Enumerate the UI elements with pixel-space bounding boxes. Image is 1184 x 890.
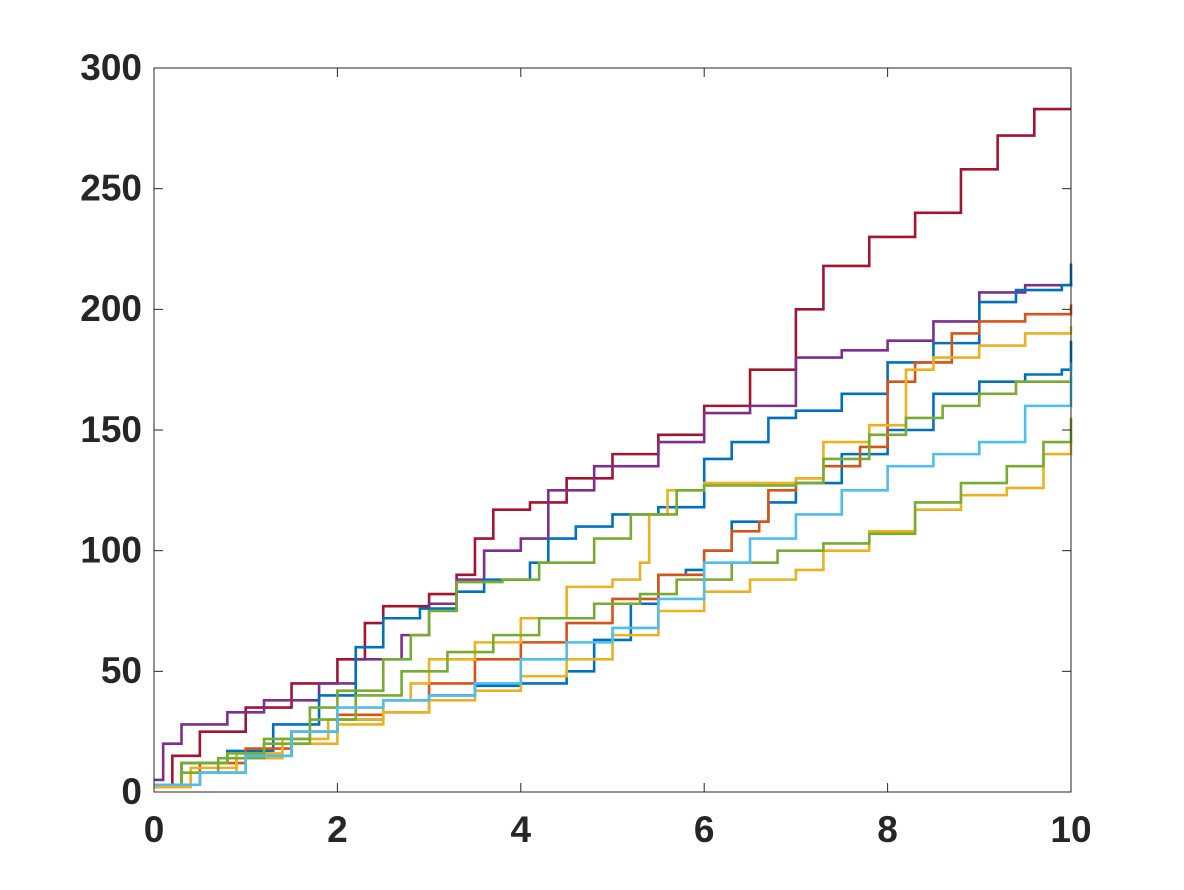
y-tick-label: 100 bbox=[80, 529, 142, 570]
y-tick-label: 200 bbox=[80, 288, 142, 329]
x-tick-label: 2 bbox=[327, 809, 348, 850]
series-line bbox=[154, 340, 1073, 787]
y-tick-label: 0 bbox=[121, 771, 142, 812]
series-line bbox=[154, 263, 1073, 787]
x-tick-label: 10 bbox=[1050, 809, 1091, 850]
series-line bbox=[154, 376, 1073, 787]
series-line bbox=[154, 304, 1073, 787]
x-tick-label: 6 bbox=[694, 809, 715, 850]
series-line bbox=[154, 417, 1073, 787]
x-tick-label: 4 bbox=[511, 809, 532, 850]
y-tick-label: 50 bbox=[101, 650, 142, 691]
y-tick-label: 250 bbox=[80, 167, 142, 208]
series-line bbox=[154, 107, 1071, 787]
x-tick-label: 8 bbox=[877, 809, 898, 850]
series-line bbox=[154, 362, 1073, 787]
y-tick-label: 300 bbox=[80, 47, 142, 88]
series-line bbox=[154, 437, 1073, 789]
x-tick-label: 0 bbox=[144, 809, 165, 850]
series-line bbox=[154, 326, 1073, 787]
y-tick-label: 150 bbox=[80, 409, 142, 450]
